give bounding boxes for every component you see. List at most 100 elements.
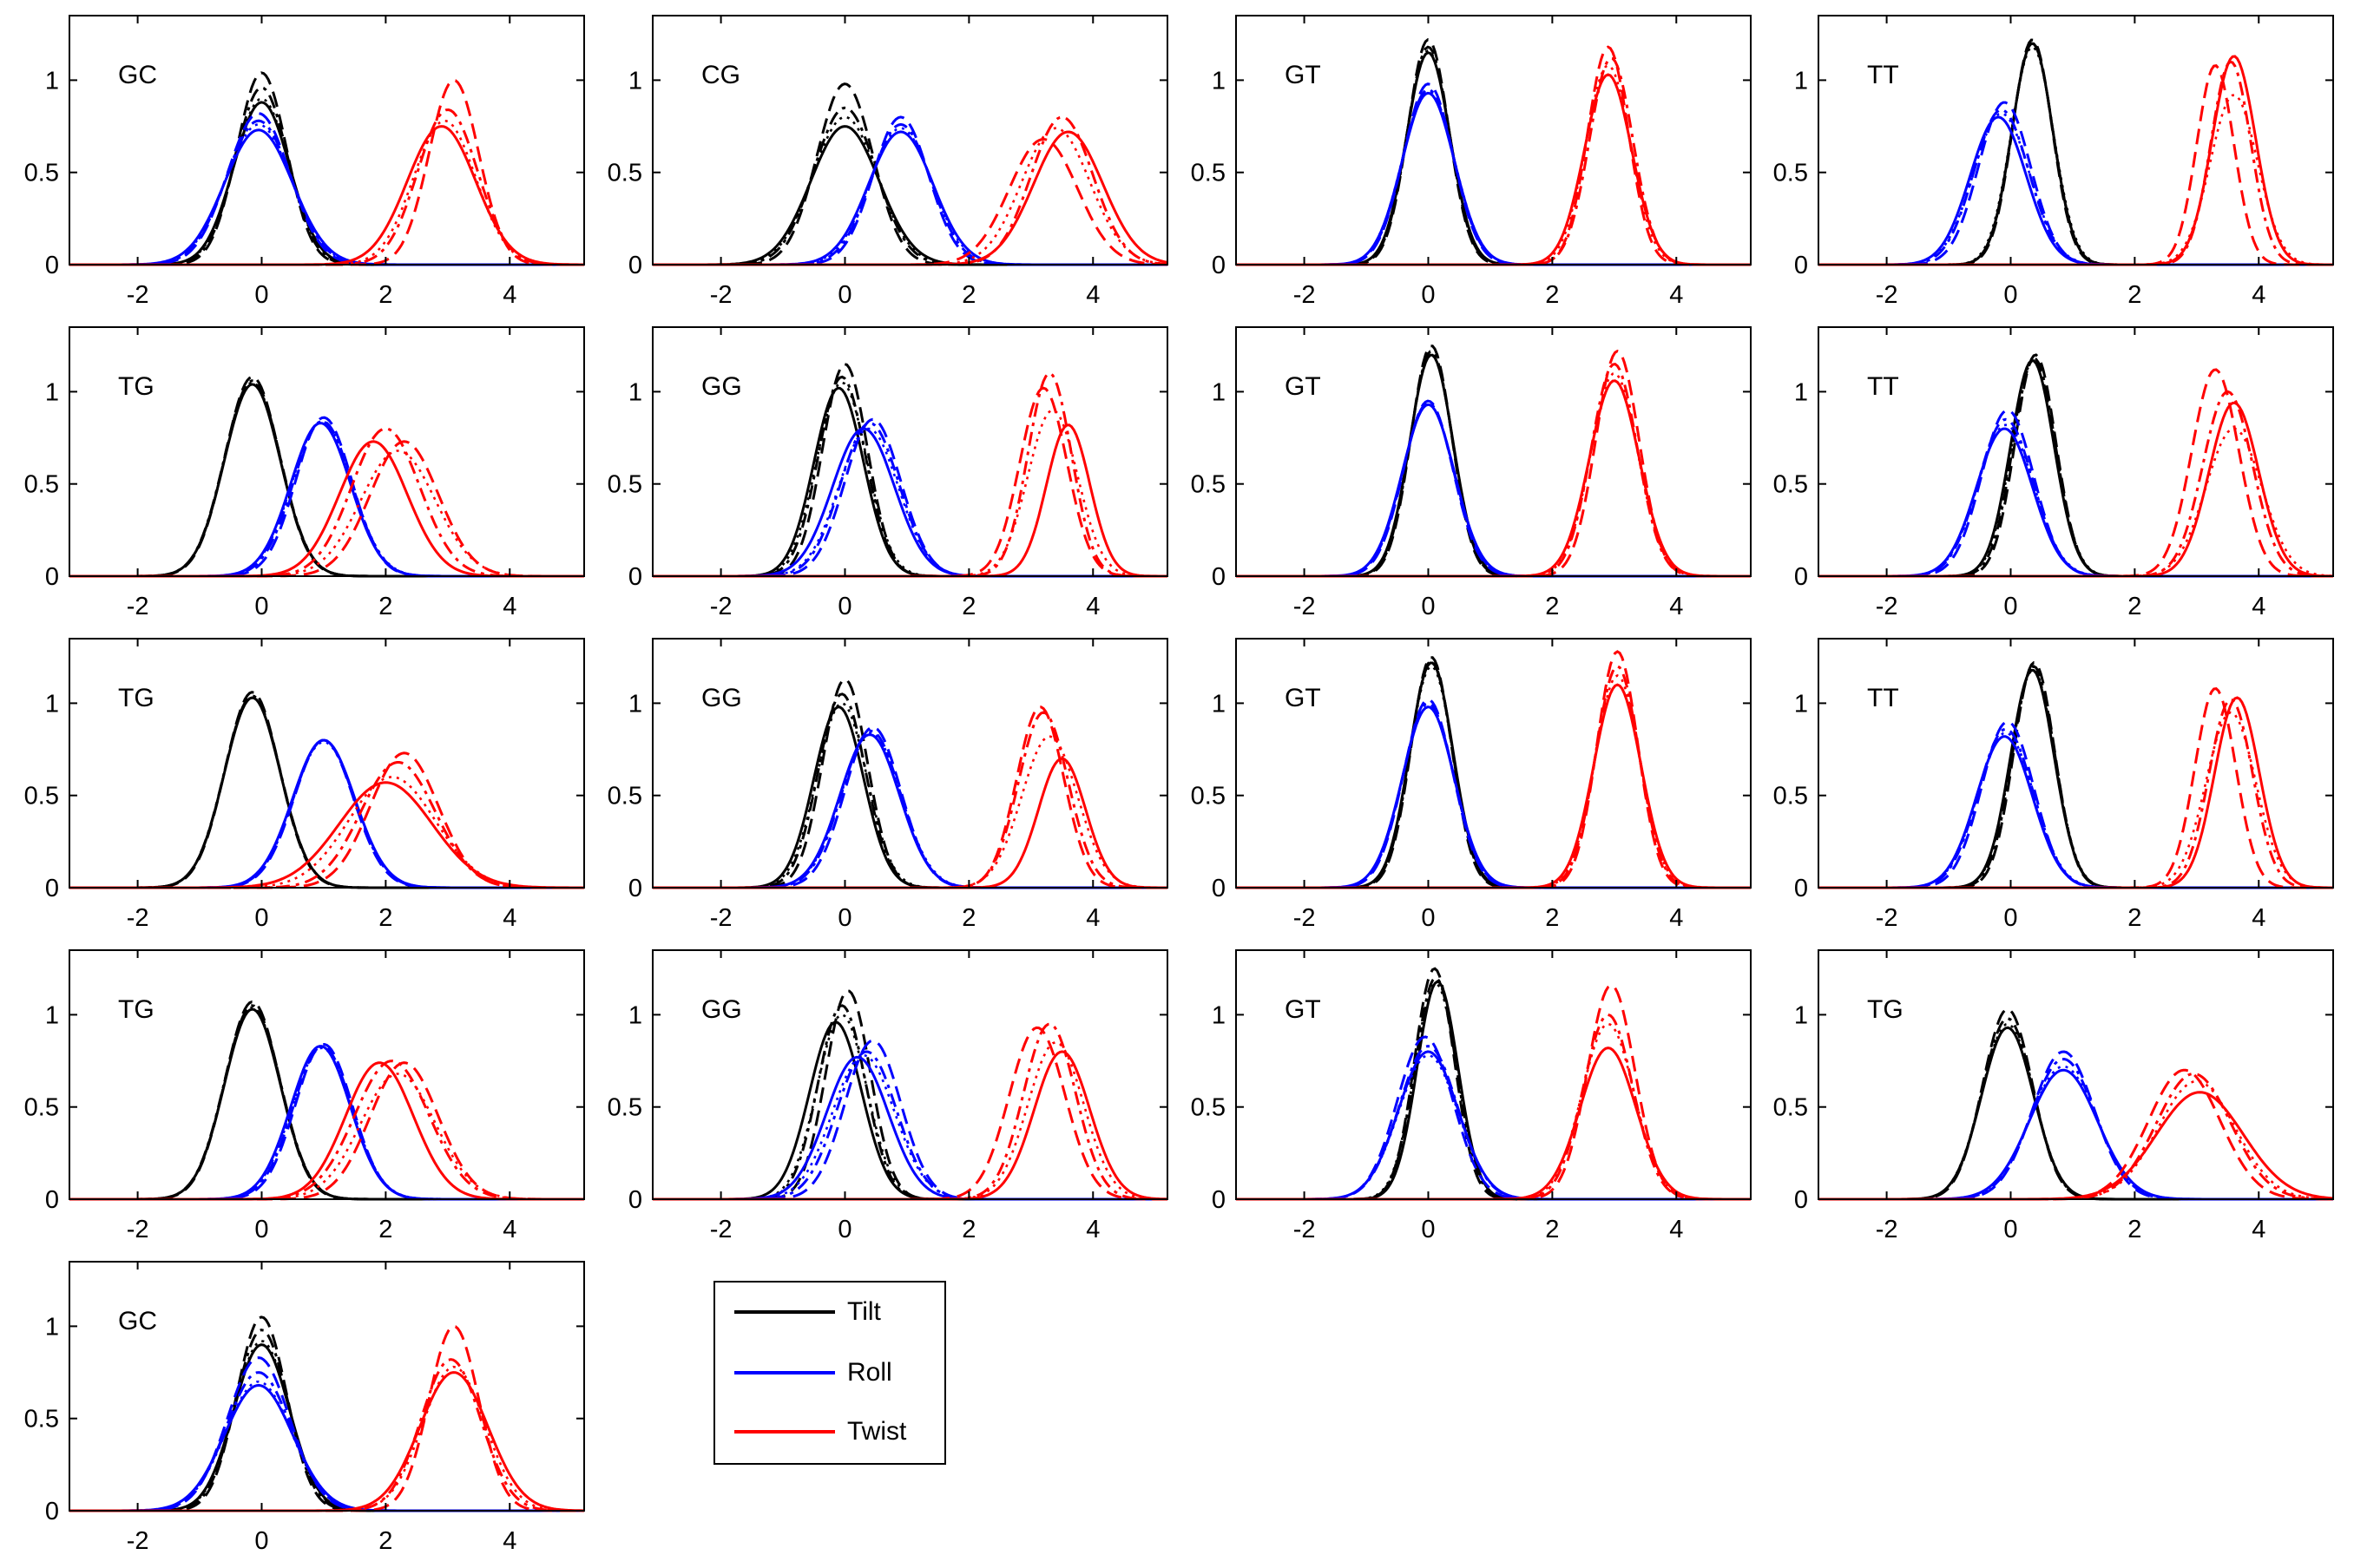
y-tick-label: 0 — [1794, 1186, 1808, 1214]
y-tick-label: 1 — [45, 1001, 59, 1029]
panel-label: TG — [118, 372, 155, 401]
tilt-curve-dash-dot — [69, 1004, 584, 1201]
y-tick-label: 1 — [1794, 67, 1808, 95]
twist-curve-dash-dot — [69, 1358, 584, 1512]
roll-curve-dotted — [1818, 112, 2333, 266]
tilt-curve-dash-dot — [1236, 45, 1751, 266]
panel-gt-6: -2 0 2 4 0 0.5 1 GT — [1191, 326, 1752, 620]
x-tick-label: 2 — [2127, 1216, 2141, 1243]
legend: Tilt Roll Twist — [713, 1281, 946, 1465]
y-tick-label: 0 — [628, 252, 642, 279]
x-tick-label: 0 — [254, 593, 268, 620]
panel-label: GC — [118, 1307, 157, 1335]
x-tick-label: 4 — [1669, 593, 1683, 620]
x-tick-label: -2 — [1876, 904, 1898, 932]
y-tick-label: 0.5 — [1191, 471, 1226, 499]
x-tick-label: -2 — [127, 593, 149, 620]
x-tick-label: 2 — [1545, 1216, 1559, 1243]
tilt-curve-dashed — [69, 1315, 584, 1512]
y-tick-label: 0.5 — [1773, 471, 1808, 499]
panel-gg-13: -2 0 2 4 0 0.5 1 GG — [608, 949, 1168, 1243]
y-tick-label: 0.5 — [1773, 1094, 1808, 1122]
y-tick-label: 0.5 — [24, 783, 59, 810]
panel-gc-16: -2 0 2 4 0 0.5 1 GC — [24, 1261, 585, 1555]
roll-curve-solid — [653, 1055, 1167, 1201]
twist-curve-dash-dot — [1818, 60, 2333, 266]
y-tick-label: 0.5 — [608, 471, 642, 499]
tilt-curve-dotted — [69, 381, 584, 578]
tilt-curve-dash-dot — [653, 375, 1167, 578]
panel-gc-0: -2 0 2 4 0 0.5 1 GC — [24, 15, 585, 309]
twist-curve-dashed — [1818, 63, 2333, 266]
twist-curve-dashed — [69, 751, 584, 889]
panel-label: GT — [1285, 372, 1321, 401]
x-tick-label: -2 — [127, 1216, 149, 1243]
axes-frame — [1235, 638, 1752, 889]
twist-curve-dash-dot — [1236, 1013, 1751, 1201]
x-tick-label: 2 — [378, 1527, 392, 1555]
axes-frame — [1818, 15, 2334, 266]
y-tick-label: 0.5 — [24, 471, 59, 499]
twist-curve-dotted — [69, 449, 584, 578]
x-tick-label: 0 — [1421, 904, 1435, 932]
x-tick-label: -2 — [1876, 1216, 1898, 1243]
axes-frame — [69, 638, 585, 889]
axes-frame — [652, 15, 1168, 266]
panel-label: TG — [118, 684, 155, 712]
twist-curve-dash-dot — [653, 711, 1167, 889]
twist-curve-dotted — [1236, 63, 1751, 266]
axes-frame — [1818, 638, 2334, 889]
panel-label: TT — [1867, 61, 1899, 89]
x-tick-label: 4 — [2252, 1216, 2265, 1243]
twist-curve-solid — [1236, 683, 1751, 889]
x-tick-label: 2 — [378, 904, 392, 932]
roll-curve-solid — [653, 130, 1167, 266]
panel-tg-15: -2 0 2 4 0 0.5 1 TG — [1773, 949, 2334, 1243]
roll-curve-dash-dot — [1236, 401, 1751, 578]
roll-curve-dash-dot — [653, 422, 1167, 578]
x-tick-label: 4 — [503, 281, 516, 309]
panel-label: TT — [1867, 372, 1899, 401]
x-tick-label: 0 — [2003, 593, 2017, 620]
x-tick-label: 0 — [1421, 281, 1435, 309]
x-tick-label: 0 — [838, 593, 852, 620]
tilt-curve-dash-dot — [653, 1004, 1167, 1201]
roll-curve-dashed — [69, 416, 584, 578]
x-tick-label: 4 — [1669, 904, 1683, 932]
x-tick-label: 0 — [254, 1216, 268, 1243]
roll-curve-dotted — [653, 732, 1167, 889]
panel-tt-3: -2 0 2 4 0 0.5 1 TT — [1773, 15, 2334, 309]
x-tick-label: -2 — [710, 281, 733, 309]
tilt-curve-dash-dot — [69, 694, 584, 889]
roll-curve-dotted — [653, 427, 1167, 578]
legend-line-roll — [734, 1371, 835, 1374]
y-tick-label: 0 — [1212, 563, 1226, 591]
y-tick-label: 0.5 — [24, 1406, 59, 1434]
roll-curve-dotted — [69, 420, 584, 578]
y-tick-label: 1 — [628, 378, 642, 406]
x-tick-label: 2 — [1545, 904, 1559, 932]
y-tick-label: 0 — [628, 875, 642, 902]
roll-curve-dashed — [69, 1042, 584, 1201]
y-tick-label: 0 — [45, 1498, 59, 1525]
y-tick-label: 0.5 — [608, 1094, 642, 1122]
axes-frame — [1818, 326, 2334, 577]
x-tick-label: 4 — [1086, 593, 1100, 620]
roll-curve-dashed — [653, 1039, 1167, 1201]
panel-label: TG — [1867, 995, 1904, 1024]
roll-curve-solid — [653, 427, 1167, 578]
twist-curve-dashed — [653, 705, 1167, 889]
twist-curve-dotted — [1236, 371, 1751, 578]
axes-frame — [69, 15, 585, 266]
panel-gt-2: -2 0 2 4 0 0.5 1 GT — [1191, 15, 1752, 309]
x-tick-label: 0 — [254, 281, 268, 309]
x-tick-label: 0 — [2003, 281, 2017, 309]
axes-frame — [1818, 949, 2334, 1200]
y-tick-label: 0 — [45, 1186, 59, 1214]
twist-curve-dashed — [69, 440, 584, 578]
tilt-curve-solid — [653, 125, 1167, 266]
x-tick-label: -2 — [710, 904, 733, 932]
axes-frame — [652, 638, 1168, 889]
y-tick-label: 0.5 — [24, 1094, 59, 1122]
x-tick-label: 4 — [1669, 281, 1683, 309]
